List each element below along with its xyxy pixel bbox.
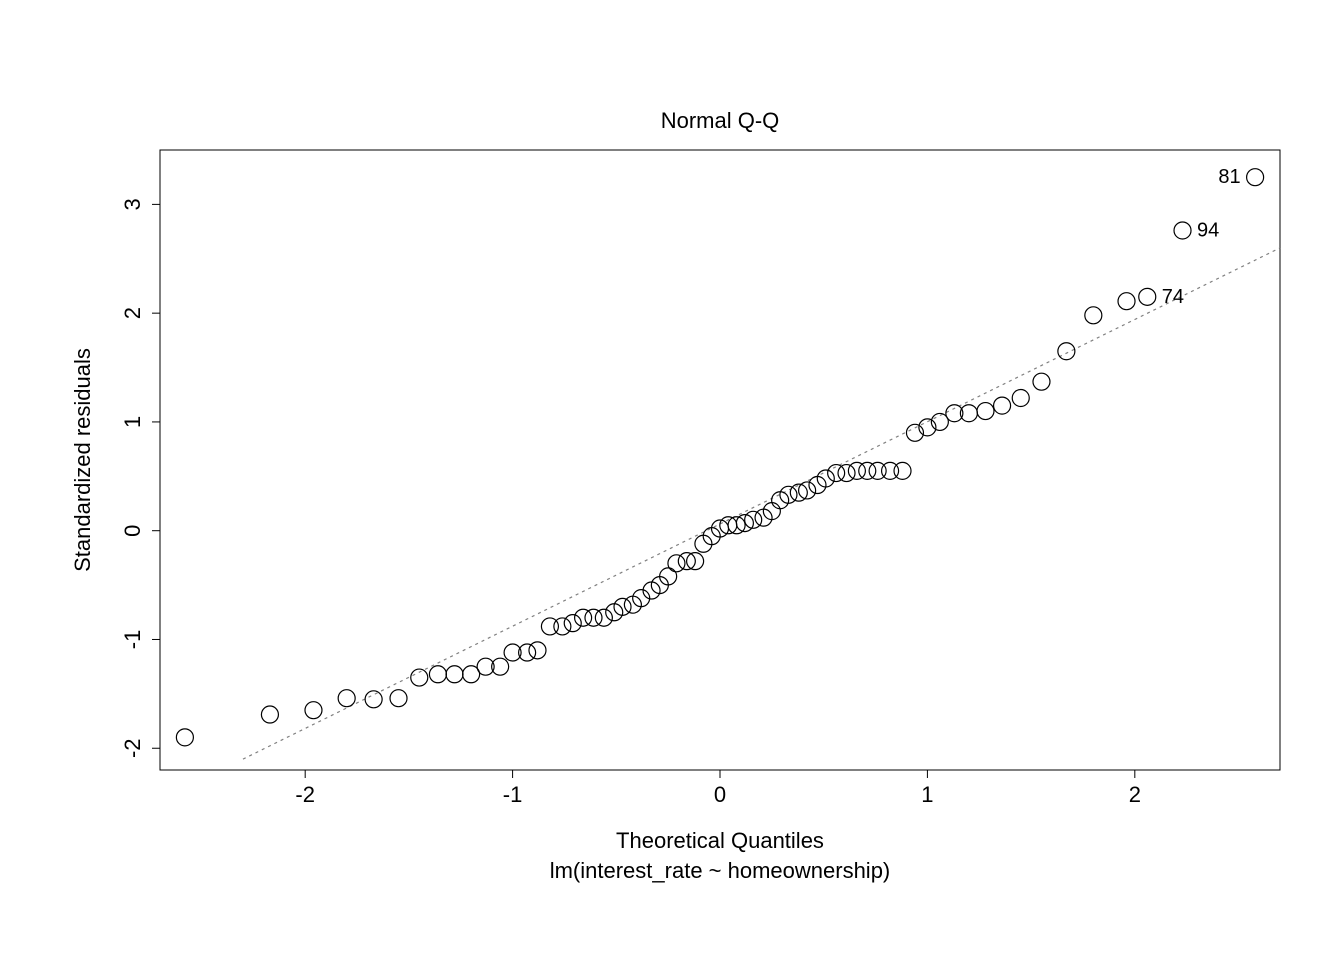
qq-point-label: 81 [1218,166,1240,188]
y-tick-label: 1 [120,416,145,428]
y-axis-label: Standardized residuals [70,348,95,572]
qq-point-label: 94 [1197,219,1219,241]
x-axis-label: Theoretical Quantiles [616,828,824,853]
x-tick-label: 0 [714,782,726,807]
model-subtitle: lm(interest_rate ~ homeownership) [550,858,891,883]
x-tick-label: -2 [295,782,315,807]
y-tick-label: 0 [120,525,145,537]
qq-point-label: 74 [1162,286,1184,308]
x-tick-label: 1 [921,782,933,807]
chart-title: Normal Q-Q [661,108,780,133]
x-tick-label: -1 [503,782,523,807]
qq-plot-svg: Normal Q-Q -2 -1 0 1 2 -2 -1 0 1 2 3 Theoretical Qua… [0,0,1344,960]
y-tick-label: 3 [120,198,145,210]
y-tick-label: -1 [120,630,145,650]
y-tick-label: 2 [120,307,145,319]
y-tick-label: -2 [120,738,145,758]
qq-plot: Normal Q-Q -2 -1 0 1 2 -2 -1 0 1 2 3 Theoretical Qua… [0,0,1344,960]
x-tick-label: 2 [1129,782,1141,807]
